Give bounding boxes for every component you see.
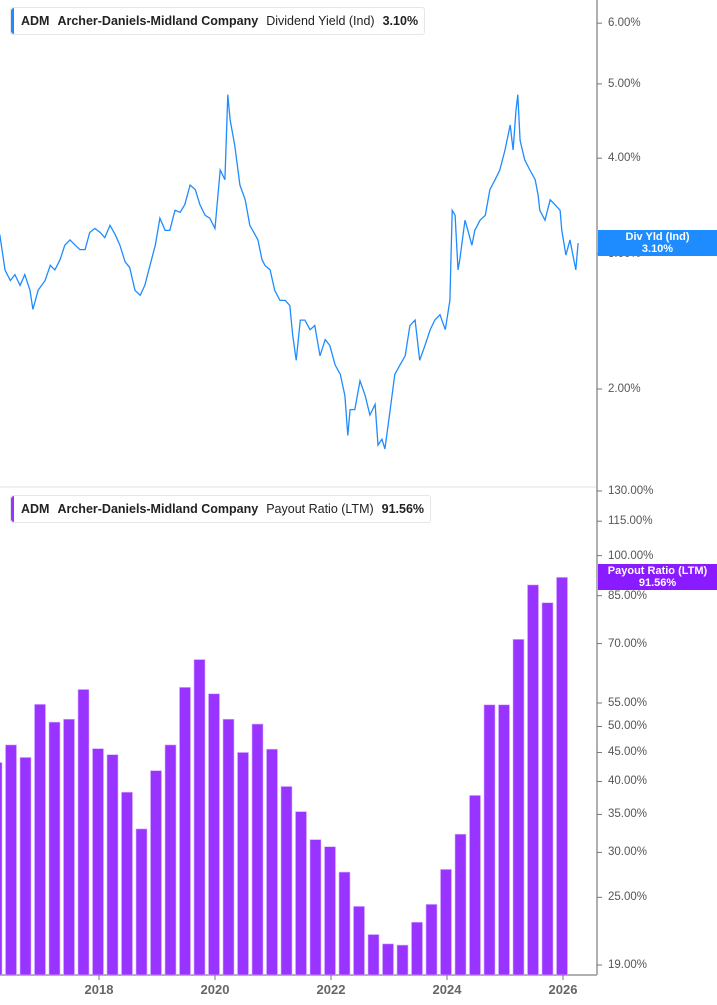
payout-bar	[425, 904, 438, 976]
y-tick-label: 45.00%	[608, 746, 648, 759]
y-tick-label: 50.00%	[608, 720, 648, 733]
x-tick-label: 2022	[316, 982, 346, 997]
payout-bar	[5, 744, 17, 976]
legend-value: 3.10%	[382, 14, 419, 28]
flag-value: 3.10%	[641, 243, 674, 255]
payout-bar	[237, 752, 249, 976]
legend-color-marker	[11, 8, 14, 34]
payout-bar	[498, 704, 510, 976]
payout-bar	[541, 602, 554, 976]
legend-company: Archer-Daniels-Midland Company	[57, 14, 259, 28]
payout-bar	[0, 762, 3, 976]
x-tick-label: 2018	[84, 982, 114, 997]
payout-bar	[251, 723, 264, 976]
payout-bar	[121, 791, 133, 976]
payout-bar	[556, 577, 568, 976]
y-tick-label: 40.00%	[608, 775, 648, 788]
y-tick-label: 85.00%	[608, 589, 648, 602]
payout-bar	[512, 639, 525, 976]
legend-metric: Dividend Yield (Ind)	[266, 14, 375, 28]
payout-bar	[295, 811, 307, 976]
y-tick-label: 6.00%	[608, 17, 641, 30]
payout-bar	[527, 584, 539, 976]
y-tick-label: 55.00%	[608, 696, 648, 709]
payout-bar	[34, 704, 46, 976]
payout-bar	[353, 906, 365, 976]
payout-bar	[63, 718, 75, 976]
y-tick-label: 35.00%	[608, 808, 648, 821]
y-tick-label: 25.00%	[608, 891, 648, 904]
payout-bar	[164, 744, 177, 976]
payout-bar	[266, 748, 278, 976]
x-tick-label: 2026	[548, 982, 578, 997]
payout-ratio-flag: Payout Ratio (LTM) 91.56%	[598, 564, 717, 590]
payout-bar	[454, 833, 467, 976]
payout-bar	[382, 943, 394, 976]
payout-bar	[106, 754, 119, 976]
y-tick-label: 70.00%	[608, 637, 648, 650]
legend-ticker: ADM	[21, 502, 50, 516]
x-tick-label: 2024	[432, 982, 462, 997]
payout-bar	[440, 869, 452, 976]
flag-value: 91.56%	[638, 577, 677, 589]
top-legend: ADM Archer-Daniels-Midland Company Divid…	[10, 7, 426, 35]
y-tick-label: 115.00%	[608, 515, 653, 528]
payout-bar	[208, 693, 220, 976]
y-tick-label: 4.00%	[608, 152, 641, 165]
legend-metric: Payout Ratio (LTM)	[266, 502, 374, 516]
payout-bar	[324, 846, 336, 976]
dividend-yield-flag: Div Yld (Ind) 3.10%	[598, 230, 717, 256]
legend-ticker: ADM	[21, 14, 50, 28]
payout-bars	[0, 577, 568, 976]
dividend-yield-line	[0, 94, 579, 450]
x-tick-label: 2020	[200, 982, 230, 997]
legend-color-marker	[11, 496, 14, 522]
payout-bar	[179, 687, 191, 976]
payout-bar	[77, 689, 90, 976]
y-tick-label: 19.00%	[608, 959, 648, 971]
payout-bar	[19, 757, 32, 976]
flag-label: Div Yld (Ind)	[625, 231, 690, 243]
legend-company: Archer-Daniels-Midland Company	[57, 502, 259, 516]
axis-tick-marks	[98, 22, 602, 980]
y-tick-label: 130.00%	[608, 484, 654, 497]
y-tick-label: 100.00%	[608, 549, 654, 562]
payout-bar	[338, 871, 351, 976]
payout-bar	[396, 944, 409, 976]
payout-bar	[309, 839, 322, 976]
y-tick-label: 30.00%	[608, 846, 648, 859]
payout-bar	[411, 921, 423, 976]
payout-bar	[280, 786, 293, 976]
y-tick-label: 5.00%	[608, 77, 641, 90]
payout-bar	[48, 721, 61, 976]
legend-value: 91.56%	[381, 502, 425, 516]
payout-bar	[469, 795, 481, 976]
bottom-legend: ADM Archer-Daniels-Midland Company Payou…	[10, 495, 432, 523]
payout-bar	[92, 748, 104, 976]
payout-bar	[150, 770, 162, 976]
payout-bar	[135, 828, 148, 976]
y-tick-label: 2.00%	[608, 383, 641, 395]
payout-bar	[222, 718, 235, 976]
payout-bar	[483, 704, 496, 976]
payout-bar	[193, 659, 206, 976]
payout-bar	[367, 934, 380, 976]
flag-label: Payout Ratio (LTM)	[607, 565, 708, 577]
